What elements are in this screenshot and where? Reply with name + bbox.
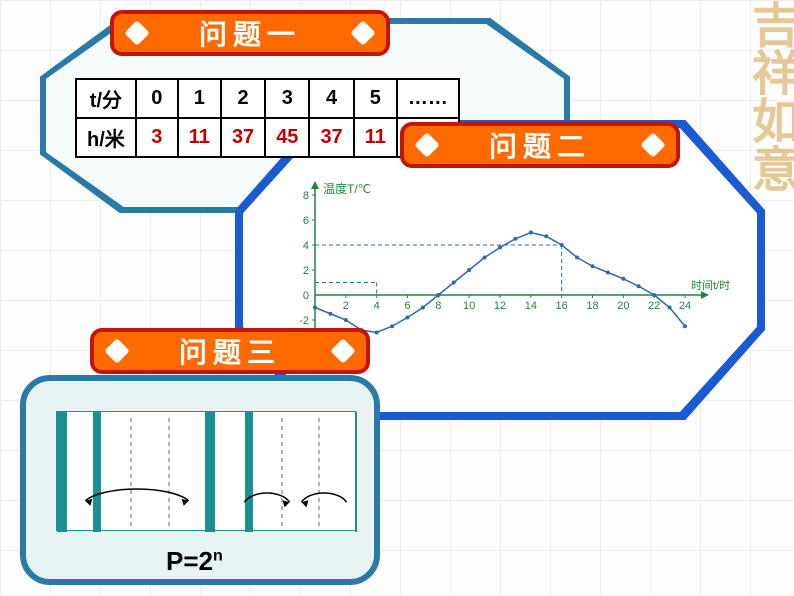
diamond-icon <box>350 20 375 45</box>
svg-text:时间t/时: 时间t/时 <box>691 279 730 292</box>
diamond-icon <box>640 132 665 157</box>
svg-text:12: 12 <box>494 300 506 312</box>
header-question-2: 问题二 <box>400 122 680 168</box>
svg-text:4: 4 <box>374 300 380 312</box>
header-question-1: 问题一 <box>110 10 390 56</box>
panel-question-3: P=2n <box>20 375 380 585</box>
svg-text:2: 2 <box>343 300 349 312</box>
svg-text:22: 22 <box>648 300 660 312</box>
header2-label: 问题二 <box>489 125 591 165</box>
svg-text:6: 6 <box>404 300 410 312</box>
svg-text:6: 6 <box>303 215 309 227</box>
svg-text:16: 16 <box>556 300 568 312</box>
diamond-icon <box>414 132 439 157</box>
svg-text:10: 10 <box>463 300 475 312</box>
diamond-icon <box>330 338 355 363</box>
svg-text:8: 8 <box>303 190 309 202</box>
formula-text: P=2n <box>166 546 223 577</box>
header3-label: 问题三 <box>179 331 281 371</box>
svg-text:4: 4 <box>303 240 309 252</box>
svg-text:0: 0 <box>303 290 309 302</box>
watermark-main: 吉祥如意 <box>746 0 794 192</box>
svg-text:2: 2 <box>303 265 309 277</box>
svg-text:-2: -2 <box>299 315 309 327</box>
svg-text:20: 20 <box>617 300 629 312</box>
svg-text:18: 18 <box>586 300 598 312</box>
svg-text:24: 24 <box>679 300 691 312</box>
header-question-3: 问题三 <box>90 328 370 374</box>
diamond-icon <box>124 20 149 45</box>
diamond-icon <box>104 338 129 363</box>
header1-label: 问题一 <box>199 13 301 53</box>
fold-svg <box>57 412 357 532</box>
svg-text:8: 8 <box>435 300 441 312</box>
svg-text:温度T/℃: 温度T/℃ <box>323 181 371 196</box>
svg-text:14: 14 <box>525 300 537 312</box>
fold-diagram <box>56 411 356 531</box>
